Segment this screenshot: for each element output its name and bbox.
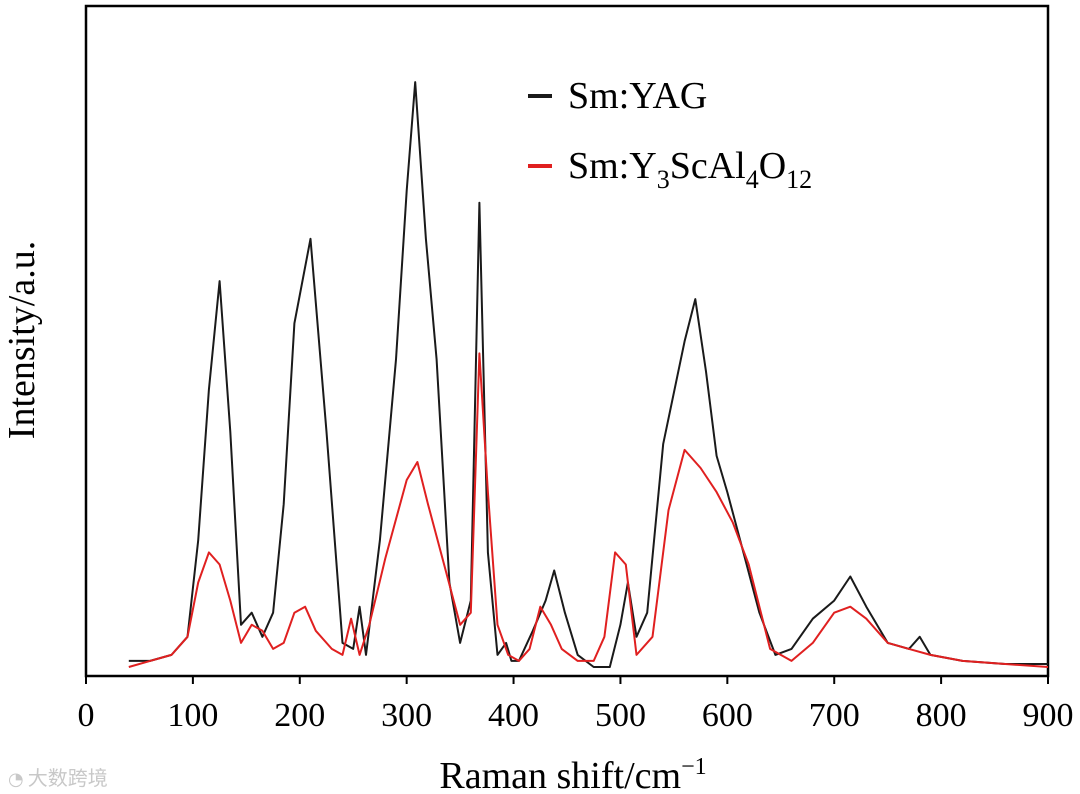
x-tick-label-600: 600 (702, 697, 753, 734)
x-tick-label-100: 100 (167, 697, 218, 734)
weibo-logo-icon: ◔ (8, 769, 24, 790)
x-tick-label-700: 700 (809, 697, 860, 734)
x-axis-label: Raman shift/cm−1 (439, 754, 706, 794)
x-tick-label-400: 400 (488, 697, 539, 734)
legend-label-1: Sm:Y3ScAl4O12 (568, 145, 812, 194)
x-tick-label-900: 900 (1023, 697, 1074, 734)
series-line-sm-yag (128, 81, 1048, 668)
watermark-text: 大数跨境 (27, 766, 108, 790)
x-tick-label-500: 500 (595, 697, 646, 734)
x-tick-label-200: 200 (274, 697, 325, 734)
series-lines (128, 81, 1049, 668)
x-axis-label-main: Raman shift/cm (439, 755, 681, 794)
x-axis-tick-labels: 0 100 200 300 400 500 600 700 800 900 (78, 697, 1074, 734)
x-axis-label-sup: −1 (681, 754, 707, 780)
legend-label-0: Sm:YAG (568, 75, 707, 117)
watermark: ◔ 大数跨境 (8, 762, 108, 791)
x-tick-label-300: 300 (381, 697, 432, 734)
legend: Sm:YAG Sm:Y3ScAl4O12 (528, 75, 812, 194)
x-tick-label-800: 800 (916, 697, 967, 734)
x-tick-label-0: 0 (78, 697, 95, 734)
plot-frame (84, 4, 1050, 678)
series-line-sm-y3scal4o12 (128, 352, 1049, 668)
y-axis-label: Intensity/a.u. (1, 241, 43, 439)
x-axis-ticks (85, 676, 1049, 684)
